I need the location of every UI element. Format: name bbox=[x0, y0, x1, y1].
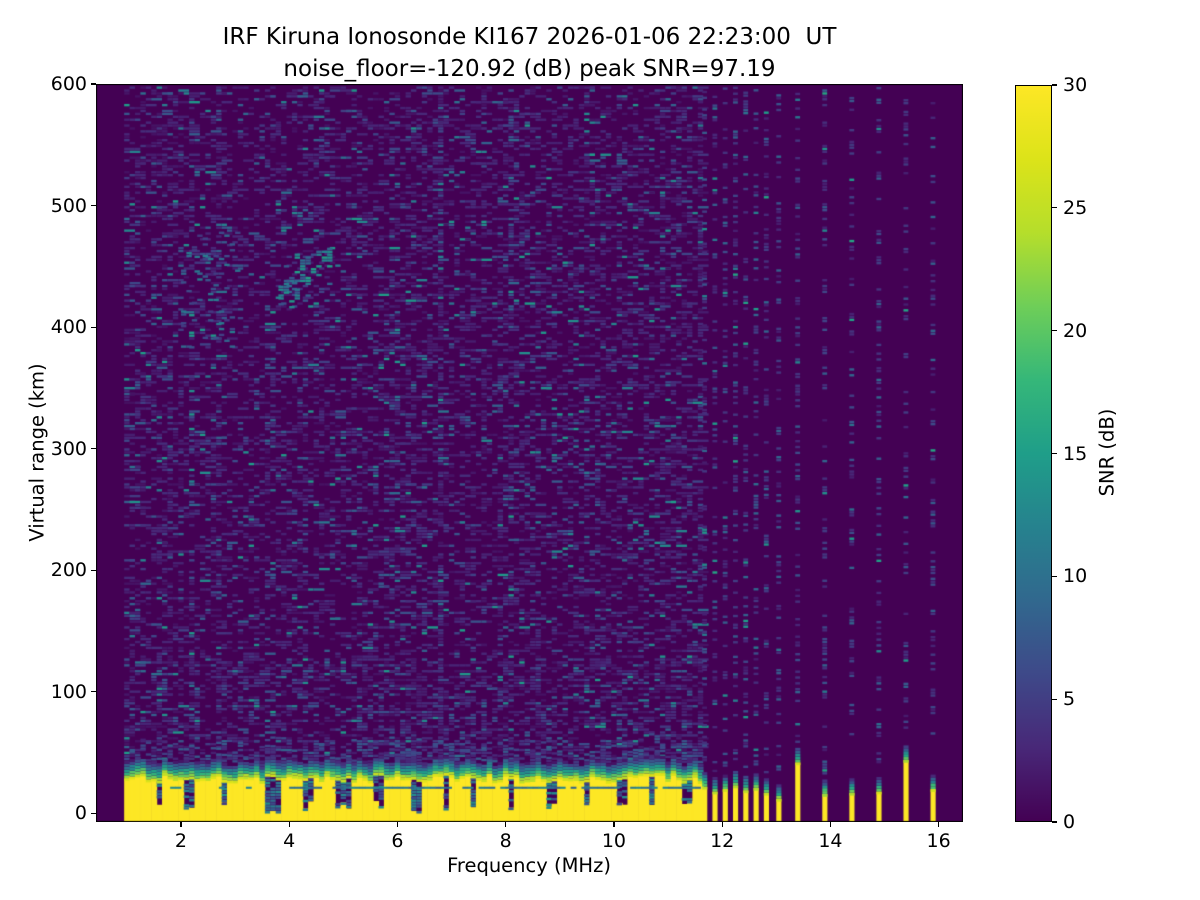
colorbar-tick-label: 20 bbox=[1063, 319, 1088, 342]
x-tick bbox=[721, 822, 723, 827]
y-tick bbox=[91, 204, 96, 207]
x-tick-label: 4 bbox=[283, 830, 296, 852]
x-tick-label: 8 bbox=[499, 830, 512, 852]
y-tick bbox=[91, 691, 96, 693]
colorbar-tick-label: 0 bbox=[1063, 811, 1076, 833]
y-tick bbox=[91, 812, 96, 815]
colorbar-tick bbox=[1052, 84, 1057, 86]
colorbar-tick bbox=[1052, 698, 1057, 700]
y-tick-label: 400 bbox=[50, 316, 87, 339]
colorbar-tick bbox=[1052, 330, 1057, 332]
y-tick bbox=[91, 569, 96, 571]
colorbar-tick-label: 5 bbox=[1063, 688, 1076, 711]
x-tick bbox=[288, 822, 290, 827]
chart-title-block: IRF Kiruna Ionosonde KI167 2026-01-06 22… bbox=[96, 21, 963, 85]
colorbar-gradient bbox=[1015, 85, 1052, 822]
x-tick bbox=[613, 822, 615, 827]
colorbar-tick bbox=[1052, 452, 1057, 455]
x-tick-label: 10 bbox=[601, 830, 627, 852]
x-axis-label: Frequency (MHz) bbox=[447, 854, 611, 877]
y-tick-label: 500 bbox=[50, 194, 87, 217]
x-tick bbox=[938, 822, 940, 827]
colorbar-tick bbox=[1052, 821, 1057, 823]
y-axis-label: Virtual range (km) bbox=[25, 363, 49, 542]
chart-title: IRF Kiruna Ionosonde KI167 2026-01-06 22… bbox=[222, 24, 837, 50]
x-tick-label: 2 bbox=[174, 830, 187, 852]
x-tick bbox=[829, 822, 831, 827]
colorbar-tick bbox=[1052, 207, 1057, 209]
x-tick-label: 12 bbox=[710, 830, 735, 852]
colorbar-tick-label: 25 bbox=[1063, 196, 1088, 219]
x-tick bbox=[505, 822, 507, 827]
y-tick-label: 600 bbox=[50, 73, 87, 95]
y-tick bbox=[91, 326, 96, 328]
y-tick-label: 300 bbox=[50, 437, 87, 460]
colorbar-label: SNR (dB) bbox=[1095, 408, 1119, 497]
x-tick bbox=[396, 822, 399, 827]
colorbar-tick bbox=[1052, 575, 1057, 577]
x-tick-label: 14 bbox=[818, 830, 843, 852]
x-tick bbox=[180, 822, 182, 827]
x-tick-label: 16 bbox=[926, 830, 951, 852]
colorbar-tick-label: 15 bbox=[1063, 442, 1088, 465]
chart-subtitle: noise_floor=-120.92 (dB) peak SNR=97.19 bbox=[283, 56, 776, 82]
x-tick-label: 6 bbox=[391, 830, 404, 852]
y-tick-label: 200 bbox=[50, 559, 87, 582]
colorbar-tick-label: 30 bbox=[1063, 74, 1088, 96]
y-tick-label: 100 bbox=[50, 680, 87, 703]
y-tick bbox=[91, 83, 96, 85]
y-tick bbox=[91, 448, 96, 450]
y-tick-label: 0 bbox=[74, 802, 87, 825]
colorbar-tick-label: 10 bbox=[1063, 565, 1088, 588]
ionogram-heatmap bbox=[96, 84, 963, 822]
